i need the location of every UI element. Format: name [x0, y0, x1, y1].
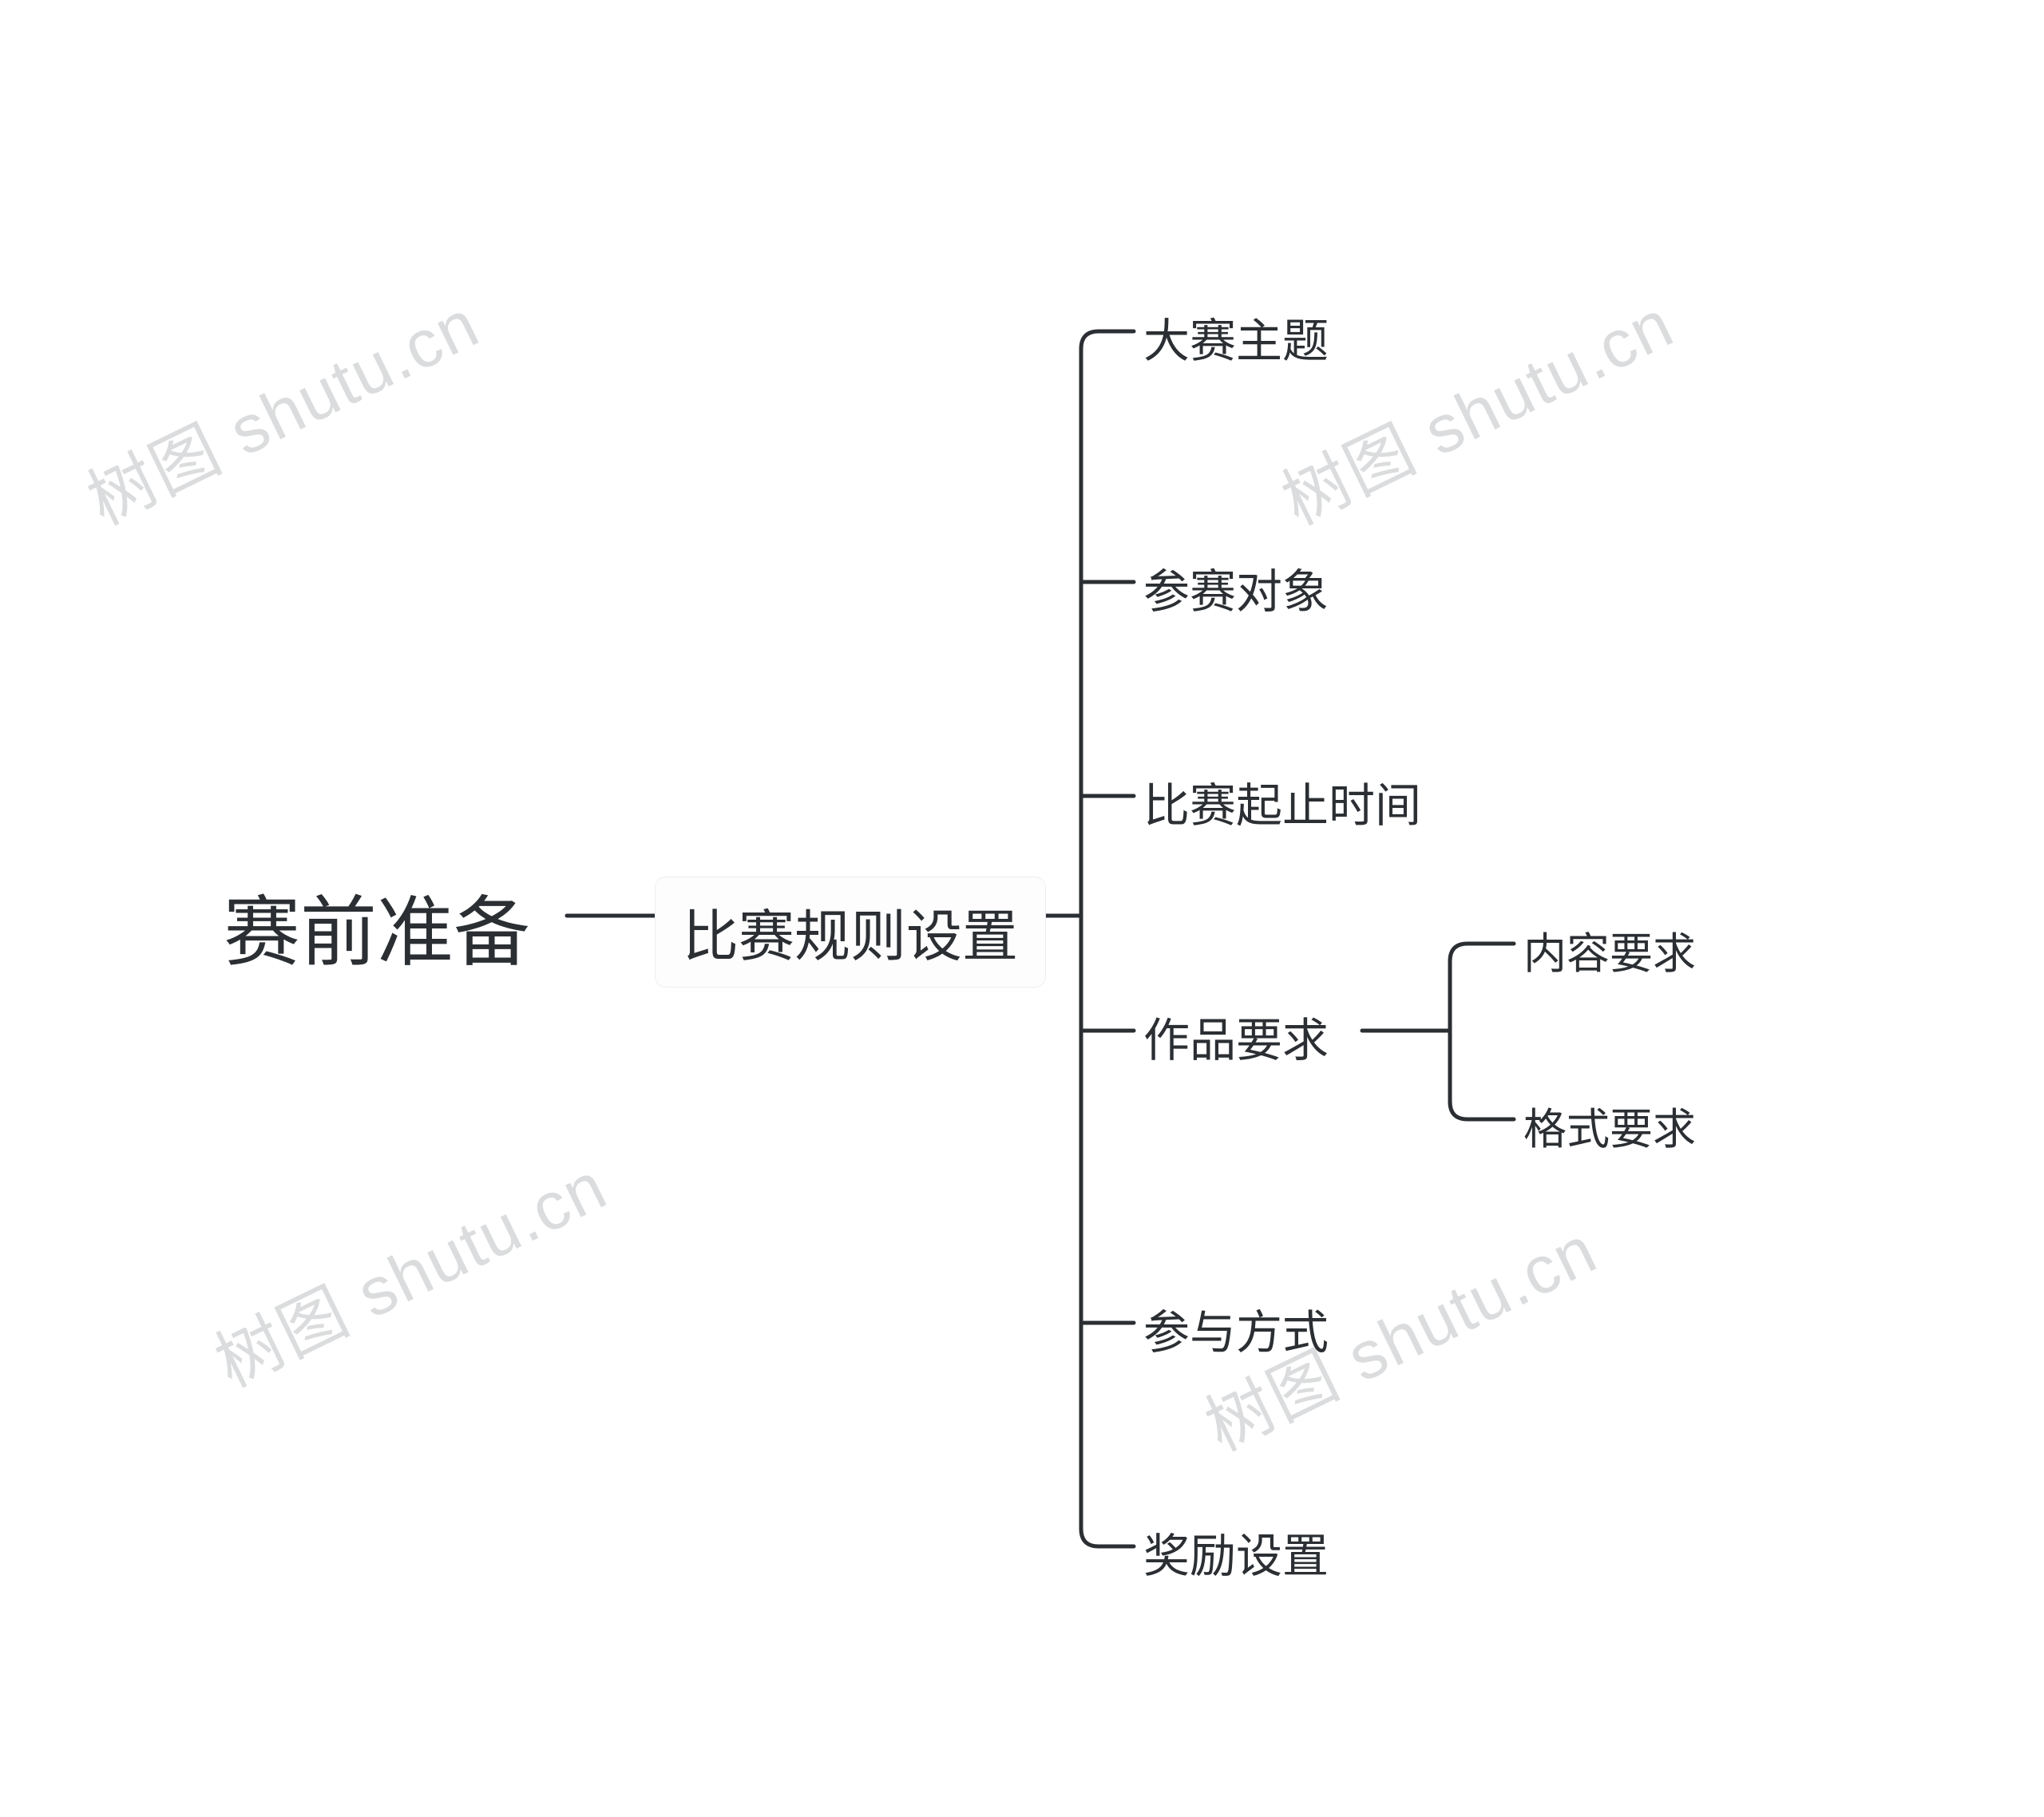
watermark: 树图 shutu.cn — [69, 271, 493, 544]
node-participants[interactable]: 参赛对象 — [1143, 554, 1329, 621]
node-format-requirements[interactable]: 格式要求 — [1523, 1094, 1696, 1157]
node-root[interactable]: 赛前准备 — [224, 870, 530, 981]
watermark: 树图 shutu.cn — [197, 1134, 620, 1406]
mindmap-canvas: 赛前准备 比赛规则设置 大赛主题 参赛对象 比赛起止时间 作品要求 参与方式 奖… — [0, 0, 2044, 1817]
node-work-requirements[interactable]: 作品要求 — [1143, 1003, 1329, 1070]
node-rules[interactable]: 比赛规则设置 — [655, 877, 1046, 988]
node-content-requirements[interactable]: 内容要求 — [1523, 918, 1696, 981]
node-rewards[interactable]: 奖励设置 — [1143, 1518, 1329, 1585]
node-timing[interactable]: 比赛起止时间 — [1143, 768, 1421, 835]
node-theme[interactable]: 大赛主题 — [1143, 303, 1329, 370]
node-participation-method[interactable]: 参与方式 — [1143, 1295, 1329, 1362]
